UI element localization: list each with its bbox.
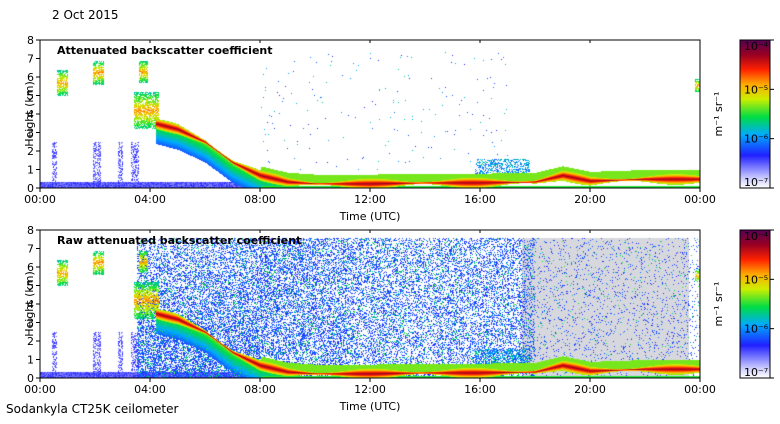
x-tick-label: 00:00: [684, 193, 716, 206]
panel-top-y-axis-label: Height (km): [23, 81, 36, 147]
x-tick-label: 00:00: [684, 383, 716, 396]
x-tick-label: 16:00: [464, 193, 496, 206]
y-tick-label: 6: [27, 71, 34, 84]
colorbar-tick-label: 10⁻⁶: [744, 323, 769, 336]
y-tick-label: 2: [27, 145, 34, 158]
panel-bottom: Raw attenuated backscatter coefficient 0…: [23, 224, 774, 413]
x-tick-label: 08:00: [244, 193, 276, 206]
colorbar-tick-label: 10⁻⁵: [744, 83, 768, 96]
y-tick-label: 4: [27, 298, 34, 311]
panel-top-y-ticks: 0 1 2 3 4 5 6 7 8: [27, 34, 40, 195]
y-tick-label: 8: [27, 34, 34, 47]
x-tick-label: 04:00: [134, 383, 166, 396]
y-tick-label: 1: [27, 354, 34, 367]
y-tick-label: 1: [27, 164, 34, 177]
panel-top-heatmap: [40, 40, 700, 188]
y-tick-label: 7: [27, 53, 34, 66]
y-tick-label: 0: [27, 182, 34, 195]
panel-top-colorbar-ticks: 10⁻⁷ 10⁻⁶ 10⁻⁵ 10⁻⁴: [744, 39, 774, 189]
colorbar-tick-label: 10⁻⁵: [744, 273, 768, 286]
colorbar-tick-label: 10⁻⁴: [744, 40, 769, 53]
colorbar-tick-label: 10⁻⁴: [744, 230, 769, 243]
y-tick-label: 6: [27, 261, 34, 274]
panel-bottom-x-axis-label: Time (UTC): [339, 400, 401, 413]
x-tick-label: 12:00: [354, 383, 386, 396]
panel-bottom-colorbar-ticks: 10⁻⁷ 10⁻⁶ 10⁻⁵ 10⁻⁴: [744, 229, 774, 379]
x-tick-label: 04:00: [134, 193, 166, 206]
y-tick-label: 8: [27, 224, 34, 237]
panel-bottom-heatmap: [40, 230, 700, 378]
instrument-label: Sodankyla CT25K ceilometer: [6, 402, 178, 416]
panel-top: Attenuated backscatter coefficient 00:00…: [23, 34, 774, 223]
figure-date: 2 Oct 2015: [52, 8, 119, 22]
y-tick-label: 3: [27, 127, 34, 140]
y-tick-label: 0: [27, 372, 34, 385]
x-tick-label: 00:00: [24, 383, 56, 396]
panel-bottom-title: Raw attenuated backscatter coefficient: [57, 234, 301, 247]
panel-bottom-y-ticks: 0 1 2 3 4 5 6 7 8: [27, 224, 40, 385]
x-tick-label: 00:00: [24, 193, 56, 206]
x-tick-label: 20:00: [574, 383, 606, 396]
x-tick-label: 16:00: [464, 383, 496, 396]
x-tick-label: 08:00: [244, 383, 276, 396]
y-tick-label: 5: [27, 280, 34, 293]
panel-top-x-ticks: 00:00 04:00 08:00 12:00 16:00 20:00 00:00: [24, 40, 716, 206]
colorbar-tick-label: 10⁻⁷: [744, 366, 768, 379]
colorbar-tick-label: 10⁻⁷: [744, 176, 768, 189]
panel-top-colorbar: [739, 39, 771, 189]
y-tick-label: 3: [27, 317, 34, 330]
y-tick-label: 4: [27, 108, 34, 121]
panel-bottom-x-ticks: 00:00 04:00 08:00 12:00 16:00 20:00 00:00: [24, 230, 716, 396]
y-tick-label: 5: [27, 90, 34, 103]
y-tick-label: 7: [27, 243, 34, 256]
colorbar-tick-label: 10⁻⁶: [744, 133, 769, 146]
panel-top-colorbar-label: m⁻¹ sr⁻¹: [712, 92, 725, 137]
x-tick-label: 20:00: [574, 193, 606, 206]
panel-bottom-colorbar: [739, 229, 771, 379]
panel-bottom-colorbar-label: m⁻¹ sr⁻¹: [712, 282, 725, 327]
panel-top-x-axis-label: Time (UTC): [339, 210, 401, 223]
x-tick-label: 12:00: [354, 193, 386, 206]
y-tick-label: 2: [27, 335, 34, 348]
panel-top-title: Attenuated backscatter coefficient: [57, 44, 273, 57]
panel-bottom-y-axis-label: Height (km): [23, 271, 36, 337]
